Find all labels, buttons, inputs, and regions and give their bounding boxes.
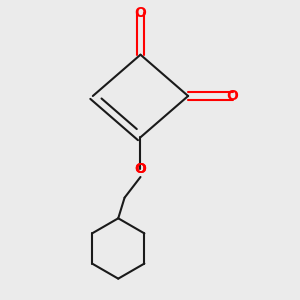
Text: O: O xyxy=(134,6,146,20)
Text: O: O xyxy=(227,89,239,103)
Text: O: O xyxy=(134,162,146,176)
Text: O: O xyxy=(134,162,146,176)
